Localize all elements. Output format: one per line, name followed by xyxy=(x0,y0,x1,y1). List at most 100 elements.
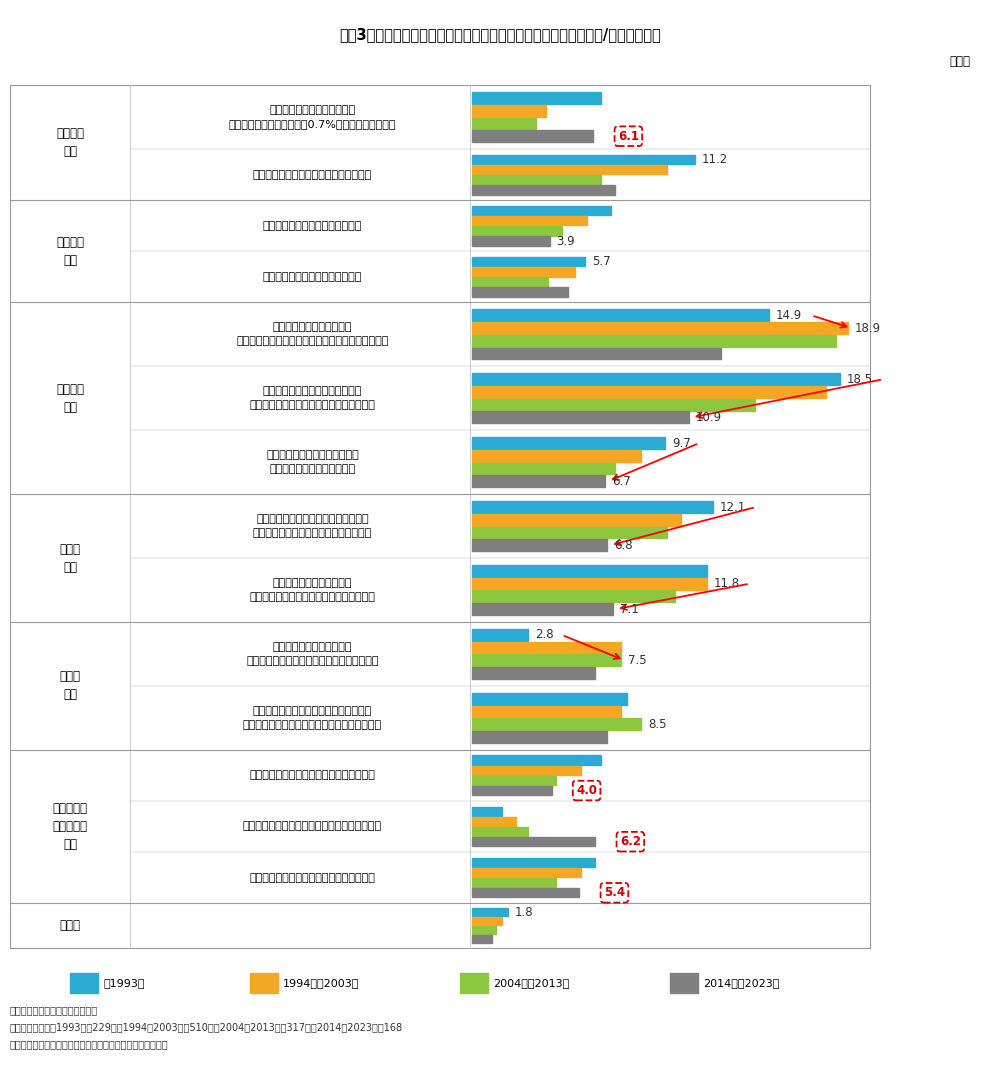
Text: ＊各年代の回答総数に対する各選択肢回答数の割合にて算出: ＊各年代の回答総数に対する各選択肢回答数の割合にて算出 xyxy=(10,1039,169,1049)
Text: 返済原資
起点: 返済原資 起点 xyxy=(56,235,84,267)
Text: 7.1: 7.1 xyxy=(620,603,639,616)
Text: 「住宅ローン金利」よりも、
「住宅ローン控除率（現在0.7%）」が低かったから: 「住宅ローン金利」よりも、 「住宅ローン控除率（現在0.7%）」が低かったから xyxy=(229,105,396,129)
Text: ＊回答者数：＜〜1993年＞229、＜1994〜2003年＞510、＜2004〜2013年＞317、＜2014〜2023年＞168: ＊回答者数：＜〜1993年＞229、＜1994〜2003年＞510、＜2004〜… xyxy=(10,1022,403,1032)
Text: 7.5: 7.5 xyxy=(628,654,647,667)
Text: 10.9: 10.9 xyxy=(696,411,722,424)
Bar xyxy=(472,438,665,449)
Bar xyxy=(472,93,601,104)
Bar xyxy=(472,526,667,538)
Text: 12.1: 12.1 xyxy=(720,501,746,513)
Bar xyxy=(472,775,556,785)
Text: ＊回答者：住宅ローン利用経験者: ＊回答者：住宅ローン利用経験者 xyxy=(10,1005,98,1015)
Bar xyxy=(472,347,721,359)
Bar xyxy=(472,755,601,765)
Text: 9.7: 9.7 xyxy=(672,437,691,449)
Text: 元本をできるだけ早めに減らし、
返済期間をできるだけ短縮したかったから: 元本をできるだけ早めに減らし、 返済期間をできるだけ短縮したかったから xyxy=(250,387,375,410)
Bar xyxy=(472,117,536,129)
Bar xyxy=(472,130,593,142)
Text: 知人・友人、家族にアドバイスされたから: 知人・友人、家族にアドバイスされたから xyxy=(250,872,375,883)
Bar xyxy=(472,398,755,410)
Bar xyxy=(472,566,707,577)
Bar xyxy=(460,973,488,993)
Bar xyxy=(472,706,621,718)
Text: 14.9: 14.9 xyxy=(776,309,802,322)
Text: 18.9: 18.9 xyxy=(855,322,881,334)
Text: 2004年〜2013年: 2004年〜2013年 xyxy=(493,978,569,988)
Text: 2014年〜2023年: 2014年〜2023年 xyxy=(703,978,779,988)
Bar xyxy=(670,973,698,993)
Text: 図表3　住宅ローンの繰上返済をした理由（住宅ローン借入時期別/複数回答可）: 図表3 住宅ローンの繰上返済をした理由（住宅ローン借入時期別/複数回答可） xyxy=(339,28,661,43)
Bar xyxy=(472,539,607,551)
Text: 「住宅ローン」による心理的負担から
できるだけ早めに解放されたかったから: 「住宅ローン」による心理的負担から できるだけ早めに解放されたかったから xyxy=(253,514,372,538)
Text: 心理的
起点: 心理的 起点 xyxy=(60,542,80,574)
Bar xyxy=(472,817,516,826)
Bar xyxy=(472,878,556,887)
Text: 8.5: 8.5 xyxy=(648,718,667,731)
Text: できるだけ早めに完済し、
資産運用に充てる資金を増やしたかったから: できるだけ早めに完済し、 資産運用に充てる資金を増やしたかったから xyxy=(246,642,379,666)
Bar xyxy=(472,387,826,398)
Bar xyxy=(472,642,621,654)
Bar xyxy=(472,917,502,925)
Bar xyxy=(70,973,98,993)
Text: 5.4: 5.4 xyxy=(604,886,625,899)
Text: 早期返済
起点: 早期返済 起点 xyxy=(56,382,84,414)
Text: 2.8: 2.8 xyxy=(535,628,553,641)
Bar xyxy=(472,165,667,175)
Bar xyxy=(472,502,713,513)
Text: 家計の剰余が一定程度生じたから: 家計の剰余が一定程度生じたから xyxy=(263,220,362,231)
Bar xyxy=(472,718,641,730)
Text: 他目的
起点: 他目的 起点 xyxy=(60,670,80,702)
Text: 6.7: 6.7 xyxy=(612,475,631,488)
Bar xyxy=(472,868,581,878)
Bar xyxy=(472,310,769,322)
Bar xyxy=(472,667,595,678)
Bar xyxy=(472,105,546,117)
Bar xyxy=(472,334,836,346)
Bar xyxy=(472,267,575,277)
Bar xyxy=(472,693,627,705)
Text: 18.5: 18.5 xyxy=(847,373,873,386)
Bar xyxy=(472,257,585,266)
Text: 元本をできるだけ減らし、
残債にかかる利息をできるだけ減らしたかったから: 元本をできるだけ減らし、 残債にかかる利息をできるだけ減らしたかったから xyxy=(236,323,389,346)
Bar xyxy=(472,206,611,215)
Bar xyxy=(472,374,840,386)
Bar xyxy=(472,590,675,602)
Text: （％）: （％） xyxy=(949,55,970,68)
Text: 他者からの
アドバイス
起点: 他者からの アドバイス 起点 xyxy=(52,802,88,851)
Text: 5.7: 5.7 xyxy=(592,256,611,268)
Bar xyxy=(472,226,562,235)
Bar xyxy=(472,629,528,641)
Bar xyxy=(472,462,615,474)
Bar xyxy=(472,908,508,916)
Text: 外部環境
起点: 外部環境 起点 xyxy=(56,127,84,159)
Bar xyxy=(472,216,587,226)
Bar xyxy=(472,603,613,615)
Bar xyxy=(472,185,615,195)
Bar xyxy=(472,288,568,297)
Bar xyxy=(472,731,607,742)
Text: 4.0: 4.0 xyxy=(576,784,597,797)
Text: 11.8: 11.8 xyxy=(714,577,740,590)
Text: 〜1993年: 〜1993年 xyxy=(103,978,144,988)
Text: できるだけ早めに完済し、
住宅を自身の完全所有物にしたかったから: できるだけ早めに完済し、 住宅を自身の完全所有物にしたかったから xyxy=(250,578,375,602)
Text: 3.9: 3.9 xyxy=(557,234,575,247)
Text: 当初の返済スケジュールよりも
効率的に減らしたかったから: 当初の返済スケジュールよりも 効率的に減らしたかったから xyxy=(266,450,359,474)
Bar xyxy=(472,857,595,867)
Text: できるだけ早めに完済し、将来の融資や
金融取引において有利な条件を得たかったから: できるだけ早めに完済し、将来の融資や 金融取引において有利な条件を得たかったから xyxy=(243,706,382,730)
Bar xyxy=(250,973,278,993)
Bar xyxy=(472,277,548,286)
Bar xyxy=(472,323,848,334)
Text: 金融機関の担当者にアドバイスされたから: 金融機関の担当者にアドバイスされたから xyxy=(250,770,375,781)
Text: 6.8: 6.8 xyxy=(614,539,633,552)
Text: 相続などで臨時収入があったから: 相続などで臨時収入があったから xyxy=(263,272,362,282)
Bar xyxy=(472,654,621,666)
Bar xyxy=(472,766,581,775)
Text: 1994年〜2003年: 1994年〜2003年 xyxy=(283,978,359,988)
Bar xyxy=(472,806,502,816)
Text: 6.1: 6.1 xyxy=(618,130,639,143)
Bar xyxy=(472,826,528,836)
Bar xyxy=(472,475,605,487)
Text: 11.2: 11.2 xyxy=(702,153,728,166)
Bar xyxy=(472,786,552,796)
Text: 1.8: 1.8 xyxy=(515,905,533,919)
